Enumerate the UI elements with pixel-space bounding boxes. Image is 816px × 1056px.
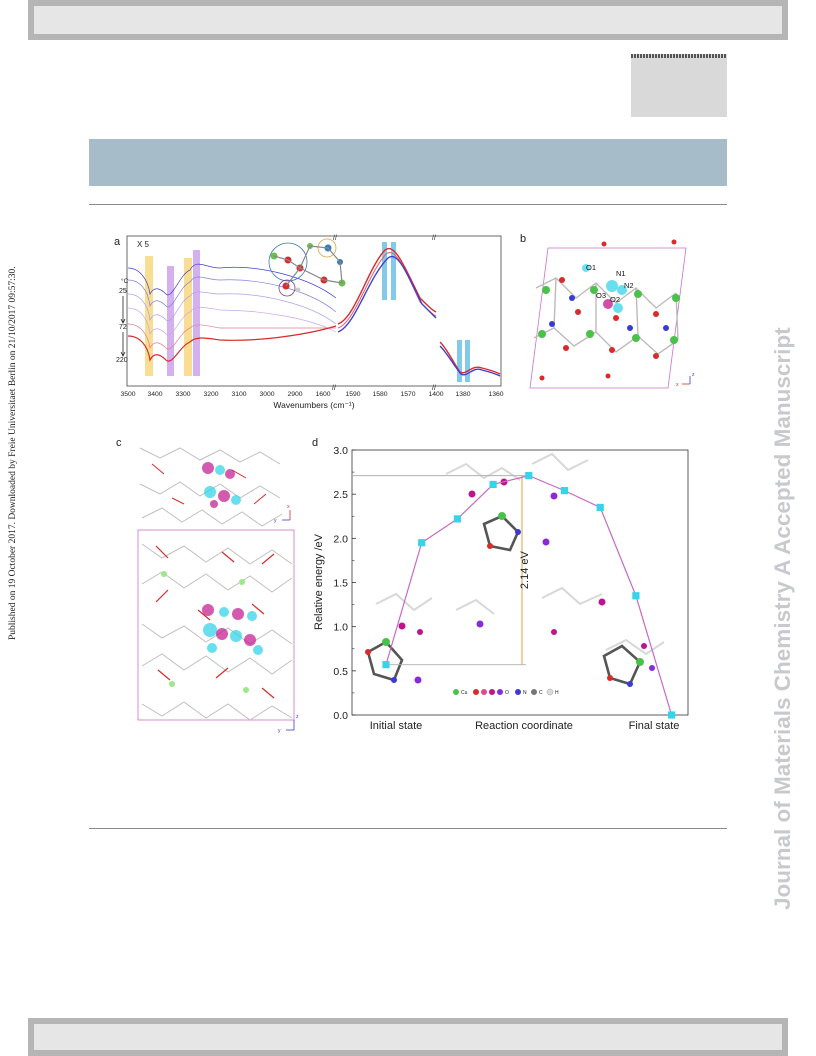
journal-logo-box [631, 54, 727, 117]
panel-label-d: d [312, 437, 318, 449]
scale-note: X 5 [137, 240, 150, 249]
svg-text:2900: 2900 [287, 391, 302, 398]
svg-text:z: z [296, 714, 299, 720]
svg-text:1590: 1590 [345, 391, 360, 398]
svg-text:N: N [523, 690, 527, 696]
energy-point [453, 515, 461, 523]
plot-frame [351, 449, 689, 716]
panel-c: c y x [116, 437, 299, 734]
band-purple-1 [167, 266, 174, 376]
band-cyan-4 [465, 340, 470, 382]
svg-text://: // [432, 235, 436, 242]
top-rule [89, 204, 727, 205]
y-tick-label: 3.0 [333, 445, 348, 457]
svg-text:C: C [539, 690, 543, 696]
svg-text:3500: 3500 [120, 391, 135, 398]
molecule-solid [365, 478, 655, 687]
logo-strip [631, 54, 727, 58]
x-label-initial: Initial state [370, 720, 423, 732]
svg-text:1580: 1580 [372, 391, 387, 398]
spectra-left [127, 263, 337, 362]
band-yellow-2 [184, 258, 192, 376]
y-tick-label: 0.5 [333, 666, 348, 678]
svg-text:y: y [274, 518, 277, 524]
svg-text://: // [333, 235, 337, 242]
header-bar [28, 0, 788, 40]
energy-point [418, 539, 426, 547]
barrier-annotation: 2.14 eV [519, 551, 531, 590]
panel-label-a: a [114, 236, 121, 248]
temp-220: 220 [116, 357, 128, 364]
panel-d: d Relative energy /eV 0.0 0.5 1.0 1.5 2.0 2.5… [312, 437, 689, 732]
svg-text:z: z [692, 372, 695, 378]
svg-text:1380: 1380 [455, 391, 470, 398]
svg-text:1570: 1570 [400, 391, 415, 398]
atom-N1: N1 [616, 269, 626, 278]
atom-legend: Cu O N C H [453, 688, 559, 696]
band-cyan-1 [382, 242, 387, 300]
y-axis-label: Relative energy /eV [313, 533, 325, 630]
panel-label-c: c [116, 437, 122, 449]
svg-text:3400: 3400 [147, 391, 162, 398]
spectra-right [439, 341, 501, 377]
y-tick-label: 1.0 [333, 622, 348, 634]
band-cyan-3 [457, 340, 462, 382]
svg-text:x: x [287, 504, 290, 510]
x-label-reaction: Reaction coordinate [475, 720, 573, 732]
y-tick-label: 2.0 [333, 533, 348, 545]
energy-point [489, 480, 497, 489]
y-tick-label: 0.0 [333, 710, 348, 722]
energy-point [632, 592, 640, 600]
y-tick-label: 2.5 [333, 489, 348, 501]
svg-text:H: H [555, 690, 559, 696]
molecule-inset [268, 238, 346, 297]
band-purple-2 [193, 250, 200, 376]
energy-point [596, 503, 604, 512]
bottom-rule [89, 828, 727, 829]
svg-text:1600: 1600 [315, 391, 330, 398]
band-cyan-2 [391, 242, 396, 300]
svg-text:3200: 3200 [203, 391, 218, 398]
atom-N2: N2 [624, 281, 634, 290]
svg-text:x: x [676, 382, 679, 388]
atom-O1: O1 [586, 263, 596, 272]
panel-b: b O1 N1 N2 O3 O2 x z [520, 233, 695, 389]
energy-point [560, 487, 569, 495]
svg-text:y: y [278, 728, 281, 734]
x-label-final: Final state [629, 720, 680, 732]
energy-point [668, 711, 676, 719]
temp-25: 25 [119, 288, 127, 295]
energy-point [525, 472, 533, 480]
temp-72: 72 [119, 324, 127, 331]
molecule-decor [375, 452, 665, 656]
panel-label-b: b [520, 233, 526, 245]
svg-text:Cu: Cu [461, 690, 468, 696]
atom-O2: O2 [610, 295, 620, 304]
svg-text:O: O [505, 690, 509, 696]
temp-unit: °C [121, 277, 129, 285]
svg-text:1360: 1360 [488, 391, 503, 398]
svg-text:1400: 1400 [428, 391, 443, 398]
svg-text://: // [432, 385, 436, 392]
spectra-mid [337, 247, 437, 333]
svg-text:3000: 3000 [259, 391, 274, 398]
svg-text:3300: 3300 [175, 391, 190, 398]
y-tick-label: 1.5 [333, 578, 348, 590]
panel-a: a X 5 °C 25 72 220 [114, 235, 504, 410]
energy-point [382, 661, 390, 669]
footer-bar [28, 1018, 788, 1056]
title-banner [89, 139, 727, 186]
svg-text://: // [332, 385, 336, 392]
panel-a-xlabel: Wavenumbers (cm⁻¹) [273, 400, 354, 410]
svg-text:3100: 3100 [231, 391, 246, 398]
atom-O3: O3 [596, 291, 606, 300]
